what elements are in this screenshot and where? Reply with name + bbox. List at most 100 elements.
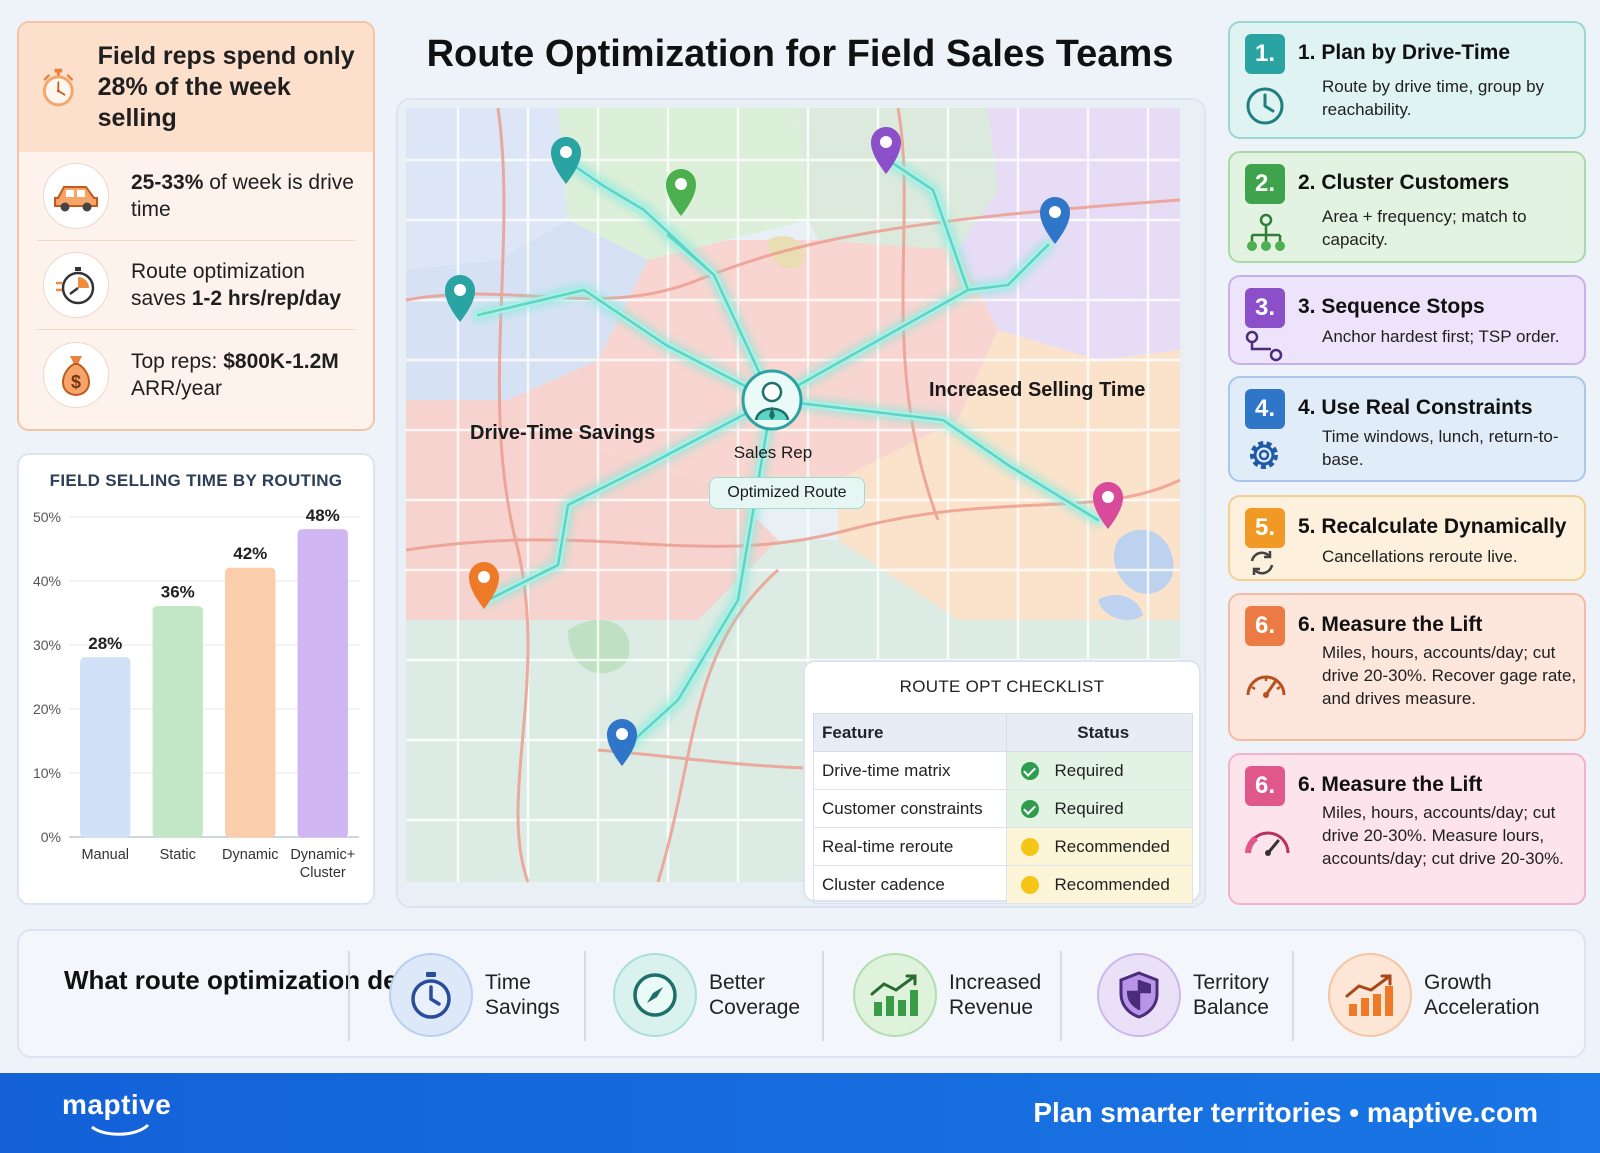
stat-hours-saved: Route optimization saves 1-2 hrs/rep/day	[37, 241, 355, 330]
cluster-icon	[1247, 213, 1285, 251]
checklist-feature: Customer constraints	[813, 789, 1007, 828]
drive-time-savings-label: Drive-Time Savings	[470, 422, 656, 444]
map-pins	[445, 127, 1123, 766]
benefit-growth-acceleration: Growth Acceleration	[1328, 951, 1554, 1039]
stat-drive-time-value: 25-33%	[131, 171, 204, 194]
stopwatch-icon	[42, 68, 74, 106]
step-number: 3.	[1245, 288, 1285, 328]
benefit-label: Territory Balance	[1193, 971, 1269, 1019]
step-title: 5. Recalculate Dynamically	[1298, 515, 1567, 538]
growth-chart-icon	[1328, 953, 1412, 1037]
map-pin-green	[666, 169, 696, 216]
footer-tagline[interactable]: Plan smarter territories • maptive.com	[1033, 1097, 1538, 1128]
selling-time-chart-card: FIELD SELLING TIME BY ROUTING 0% 10% 20% 30…	[17, 453, 375, 905]
checklist-status-text: Required	[1054, 798, 1124, 818]
stat-top-reps-text: Top reps:	[131, 349, 224, 373]
x-tick-label: Dynamic	[222, 847, 278, 863]
x-tick-label: Cluster	[300, 865, 346, 881]
y-tick-label: 50%	[33, 509, 61, 525]
checklist-feature: Cluster cadence	[813, 865, 1007, 904]
car-icon	[43, 163, 109, 229]
step-number: 6.	[1245, 766, 1285, 806]
map-pin-magenta	[1093, 482, 1123, 529]
step-title: 2. Cluster Customers	[1298, 171, 1510, 194]
bar-value-label: 28%	[88, 634, 122, 653]
footer: maptive Plan smarter territories • mapti…	[0, 1073, 1600, 1153]
checklist-status: Recommended	[1005, 865, 1194, 904]
stat-top-reps-unit: ARR/year	[131, 376, 223, 400]
stats-headline-row: Field reps spend only 28% of the week se…	[19, 23, 373, 152]
route-opt-checklist: ROUTE OPT CHECKLIST Feature Status Drive…	[803, 660, 1201, 904]
benefit-increased-revenue: Increased Revenue	[853, 951, 1059, 1039]
checklist-header-feature: Feature	[813, 713, 1007, 752]
y-tick-label: 30%	[33, 637, 61, 653]
step-number: 6.	[1245, 606, 1285, 646]
step-measure-lift: 6. 6. Measure the Lift Miles, hours, acc…	[1228, 593, 1586, 741]
step-title: 6. Measure the Lift	[1298, 613, 1483, 636]
stat-drive-time-text: of week is drive time	[131, 171, 354, 221]
benefit-label: Increased Revenue	[949, 971, 1042, 1019]
divider	[1292, 951, 1294, 1041]
checklist-status: Recommended	[1005, 827, 1194, 866]
timer-icon	[43, 252, 109, 318]
checklist-status: Required	[1005, 789, 1194, 828]
map-pin-blue-east	[1040, 197, 1070, 244]
divider	[822, 951, 824, 1041]
stat-drive-time: 25-33% of week is drive time	[37, 152, 355, 241]
step-number: 1.	[1245, 34, 1285, 74]
bar-dynamic	[225, 567, 276, 838]
benefit-label: Time Savings	[485, 971, 560, 1019]
y-tick-label: 40%	[33, 573, 61, 589]
money-bag-icon: $	[43, 341, 109, 408]
step-description: Route by drive time, group by reachabili…	[1322, 77, 1545, 119]
benefit-territory-balance: Territory Balance	[1097, 951, 1293, 1039]
bar-growth-icon	[853, 953, 937, 1037]
checklist-header-row: Feature Status	[813, 713, 1194, 752]
step-number: 4.	[1245, 389, 1285, 429]
checklist-status-text: Required	[1054, 760, 1124, 780]
step-cluster-customers: 2. 2. Cluster Customers Area + frequency…	[1228, 151, 1586, 263]
map-pin-purple	[871, 127, 901, 174]
speedometer-icon	[1245, 831, 1290, 856]
page-title: Route Optimization for Field Sales Teams	[426, 33, 1174, 75]
maptive-logo[interactable]: maptive	[62, 1089, 172, 1120]
stats-card: Field reps spend only 28% of the week se…	[17, 21, 375, 431]
step-measure-lift-2: 6. 6. Measure the Lift Miles, hours, acc…	[1228, 753, 1586, 905]
table-row: Customer constraints Required	[813, 789, 1194, 828]
checklist-header-status: Status	[1005, 713, 1194, 752]
checklist-feature: Drive-time matrix	[813, 751, 1007, 790]
benefits-bar: What route optimization delivers Time Sa…	[17, 929, 1586, 1058]
checklist-status: Required	[1005, 751, 1194, 790]
table-row: Real-time reroute Recommended	[813, 827, 1194, 866]
yellow-dot-icon	[1020, 838, 1039, 857]
checklist-title: ROUTE OPT CHECKLIST	[899, 677, 1105, 696]
x-tick-label: Static	[160, 847, 196, 863]
stat-hours-saved-value: 1-2 hrs/rep/day	[191, 287, 342, 310]
checklist-status-text: Recommended	[1054, 874, 1170, 894]
stat-top-reps: $ Top reps: $800K-1.2M ARR/year	[37, 330, 355, 419]
step-description: Time windows, lunch, return-to-base.	[1322, 427, 1559, 469]
compass-icon	[613, 953, 697, 1037]
stat-top-reps-value: $800K-1.2M	[223, 349, 339, 373]
check-icon	[1020, 800, 1039, 819]
bar-chart: 0% 10% 20% 30% 40% 50% 28% Manual 36% Static 42% Dy…	[33, 506, 359, 881]
step-description: Anchor hardest first; TSP order.	[1322, 327, 1560, 346]
step-number: 2.	[1245, 164, 1285, 204]
route-map: Drive-Time Savings Increased Selling Tim…	[396, 98, 1206, 908]
map-pin-blue-south	[607, 719, 637, 766]
map-pin-teal-north	[551, 137, 581, 184]
divider	[348, 951, 350, 1041]
optimized-route-badge: Optimized Route	[709, 477, 865, 509]
water-bodies	[1098, 529, 1174, 620]
y-tick-label: 20%	[33, 701, 61, 717]
bar-value-label: 48%	[306, 506, 340, 525]
step-number: 5.	[1245, 508, 1285, 548]
clock-icon	[1246, 87, 1284, 125]
table-row: Drive-time matrix Required	[813, 751, 1194, 790]
divider	[1060, 951, 1062, 1041]
yellow-dot-icon	[1020, 876, 1039, 895]
bar-dynamic-cluster	[297, 529, 348, 838]
bar-value-label: 36%	[161, 583, 195, 602]
x-tick-label: Manual	[81, 847, 129, 863]
shield-icon	[1097, 953, 1181, 1037]
